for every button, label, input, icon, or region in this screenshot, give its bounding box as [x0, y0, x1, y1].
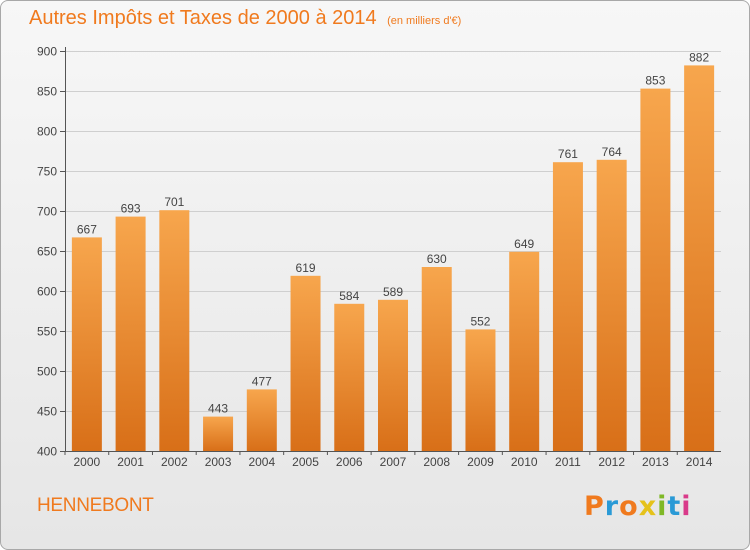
data-label: 882 — [689, 50, 709, 64]
x-tick-label: 2001 — [117, 455, 144, 469]
x-tick-label: 2000 — [74, 455, 101, 469]
logo-letter: x — [638, 491, 658, 522]
axes — [60, 47, 721, 455]
data-label: 619 — [296, 261, 316, 275]
data-label: 761 — [558, 147, 578, 161]
x-tick-label: 2004 — [248, 455, 275, 469]
bar — [115, 216, 146, 451]
bar — [640, 88, 671, 451]
chart-title-row: Autres Impôts et Taxes de 2000 à 2014 (e… — [29, 7, 461, 30]
bar — [552, 162, 583, 451]
bar — [684, 65, 715, 452]
proxiti-logo: Proxiti — [584, 491, 692, 522]
x-tick-label: 2011 — [555, 455, 581, 469]
chart-unit-note: (en milliers d'€) — [387, 15, 462, 27]
bar — [596, 159, 627, 452]
data-label: 552 — [470, 314, 490, 328]
data-label: 589 — [383, 285, 403, 299]
x-tick-label: 2007 — [380, 455, 407, 469]
x-tick-label: 2003 — [205, 455, 232, 469]
bar — [203, 416, 234, 451]
y-tick-label: 500 — [37, 365, 57, 379]
logo-letter: P — [584, 491, 605, 522]
logo-letter: i — [681, 491, 692, 522]
logo-letter: i — [657, 491, 668, 522]
bar — [378, 299, 408, 451]
data-label: 693 — [121, 202, 141, 216]
x-tick-label: 2013 — [642, 455, 669, 469]
bar — [246, 389, 277, 451]
data-label: 630 — [427, 252, 447, 266]
x-tick-label: 2009 — [467, 455, 494, 469]
y-tick-label: 900 — [37, 45, 57, 59]
x-tick-label: 2010 — [511, 455, 538, 469]
bar — [509, 251, 540, 451]
labels: 400 450 500 550 600 650 700 750 800 850 900 667 2000… — [37, 45, 713, 470]
data-label: 443 — [208, 402, 228, 416]
data-label: 584 — [339, 289, 359, 303]
bar — [421, 267, 452, 451]
x-tick-label: 2008 — [423, 455, 450, 469]
data-label: 649 — [514, 237, 534, 251]
x-tick-label: 2014 — [686, 455, 713, 469]
y-tick-label: 550 — [37, 325, 57, 339]
y-tick-label: 850 — [37, 85, 57, 99]
x-tick-label: 2002 — [161, 455, 188, 469]
data-label: 764 — [602, 145, 622, 159]
x-tick-label: 2012 — [598, 455, 625, 469]
logo-letter: r — [604, 491, 620, 522]
bars — [71, 65, 715, 452]
y-tick-label: 750 — [37, 165, 57, 179]
logo-letter: o — [619, 491, 639, 522]
y-tick-label: 450 — [37, 405, 57, 419]
data-label: 477 — [252, 374, 272, 388]
bar — [159, 210, 190, 451]
y-tick-label: 800 — [37, 125, 57, 139]
logo-letter: t — [667, 491, 682, 522]
bar — [71, 237, 102, 451]
chart-title: Autres Impôts et Taxes de 2000 à 2014 — [29, 7, 377, 29]
commune-name: HENNEBONT — [37, 495, 154, 516]
y-tick-label: 700 — [37, 205, 57, 219]
data-label: 853 — [645, 74, 665, 88]
y-tick-label: 650 — [37, 245, 57, 259]
bar — [334, 303, 365, 451]
data-label: 667 — [77, 222, 97, 236]
data-label: 701 — [164, 195, 184, 209]
bar — [290, 275, 321, 451]
x-tick-label: 2005 — [292, 455, 319, 469]
y-tick-label: 400 — [37, 445, 57, 459]
y-tick-label: 600 — [37, 285, 57, 299]
bar — [465, 329, 496, 451]
x-tick-label: 2006 — [336, 455, 363, 469]
